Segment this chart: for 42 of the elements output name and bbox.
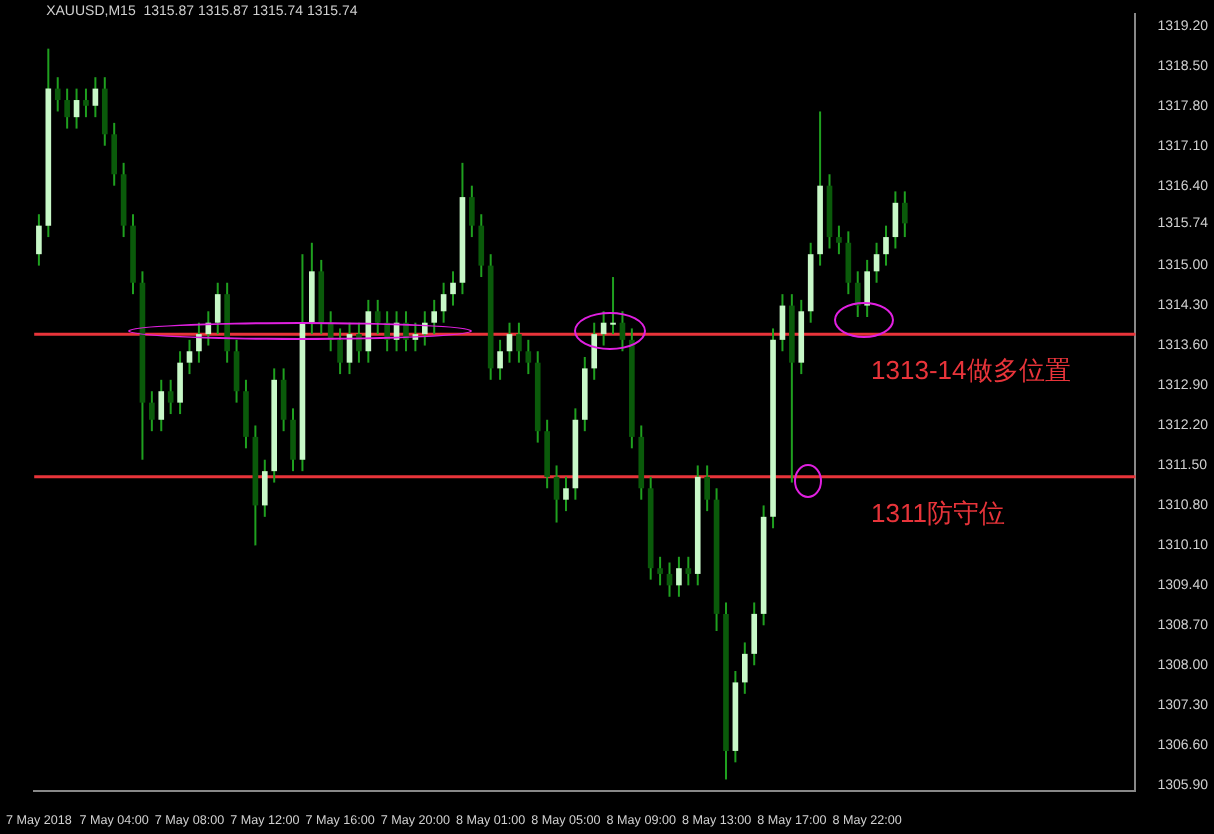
candlestick [741,641,748,695]
candlestick [64,87,70,130]
candlestick [167,378,174,416]
candlestick [54,76,61,113]
candlestick [883,224,889,267]
candlestick [901,190,908,239]
candlestick [591,321,598,381]
candlestick [544,418,550,490]
candlestick [214,281,221,336]
candlestick [450,270,456,307]
candlestick [676,555,682,598]
candlestick [261,458,268,518]
candlestick [243,378,249,450]
candlestick [101,76,108,147]
ref-line-label: 1311防守位 [871,498,1006,529]
candlestick [149,390,155,433]
candlestick [563,475,569,513]
candlestick [374,298,381,336]
candlestick [478,213,485,279]
candlestick [337,327,343,376]
candlestick [469,184,475,239]
candlestick [186,338,193,376]
candlestick [431,298,438,336]
candlestick [864,258,870,318]
candlestick [836,224,842,256]
candlestick [516,321,522,364]
ref-line-label: 1313-14做多位置 [871,355,1071,386]
candlestick [685,555,692,587]
candlestick [36,213,42,267]
candlestick [290,407,296,473]
candlestick [177,350,183,416]
candlestick [365,298,372,364]
candlestick [751,601,758,667]
candlestick [158,378,165,433]
candlestick [610,276,616,336]
candlestick [704,464,710,513]
candlestick [83,87,89,119]
candlestick [525,338,532,376]
candlestick [854,270,861,318]
candlestick [497,338,503,381]
candlestick [657,555,663,587]
candlestick [111,121,118,187]
